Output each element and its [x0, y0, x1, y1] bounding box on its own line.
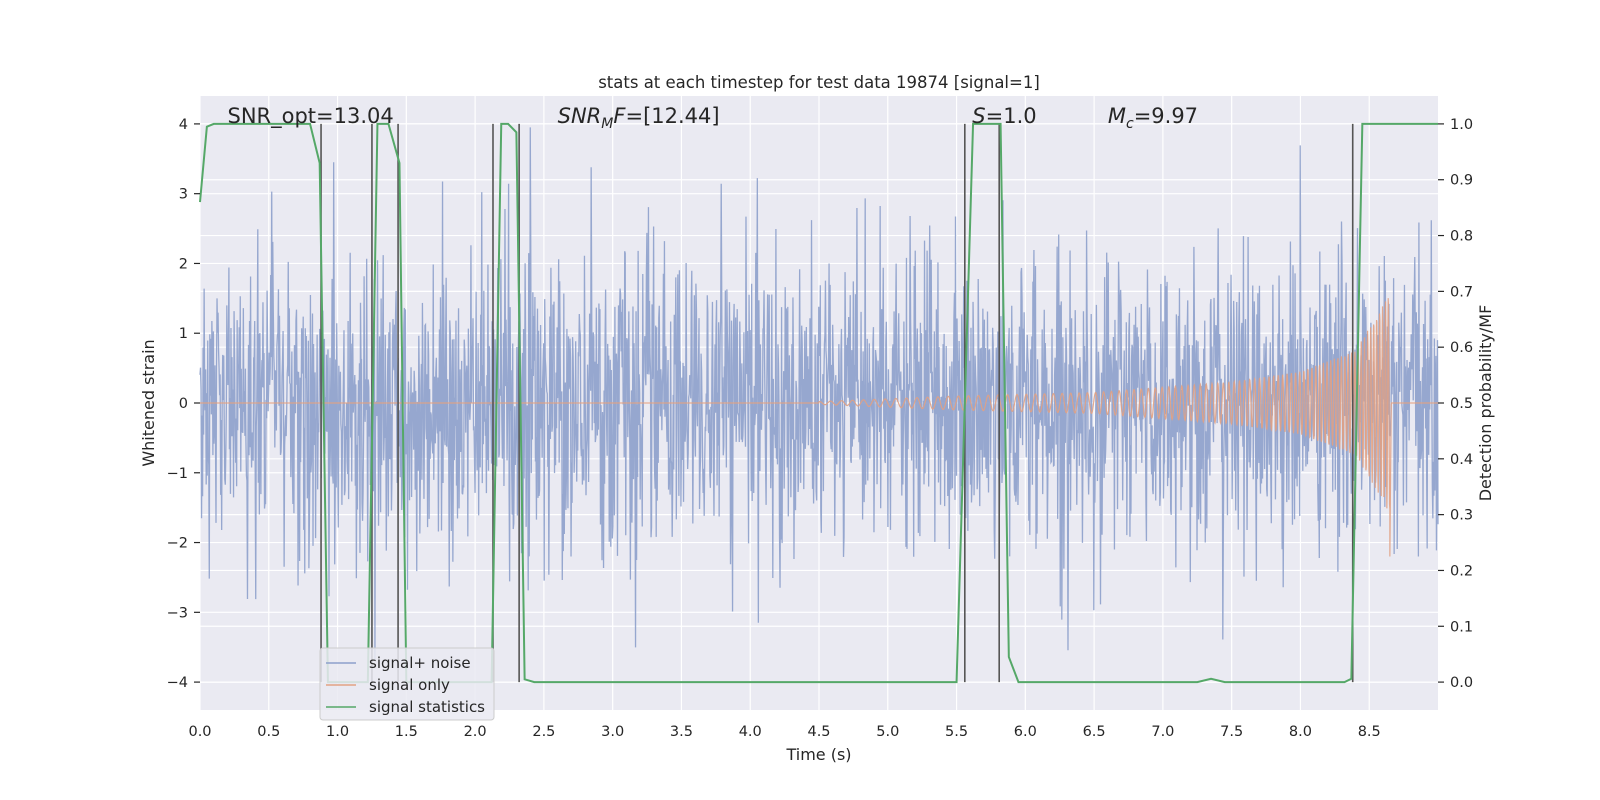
- x-tick-label: 8.0: [1289, 724, 1312, 740]
- x-tick-label: 5.0: [876, 724, 899, 740]
- y-left-tick-label: 1: [179, 326, 188, 342]
- data-series: [199, 127, 1439, 661]
- y-right-tick-label: 0.2: [1450, 563, 1473, 579]
- legend: signal+ noise signal only signal statist…: [319, 647, 495, 721]
- annotations: SNR_opt=13.04 SNRMF=[12.44] S=1.0 Mc=9.97: [228, 104, 1199, 132]
- chart-title: stats at each timestep for test data 198…: [598, 73, 1040, 92]
- y-right-tick-label: 0.6: [1450, 340, 1473, 356]
- y-axis-label-left: Whitened strain: [139, 339, 158, 466]
- y-left-tick-label: 2: [179, 256, 188, 272]
- legend-label-signal-only: signal only: [369, 676, 450, 694]
- y-right-tick-label: 0.4: [1450, 452, 1473, 468]
- x-tick-label: 3.0: [601, 724, 624, 740]
- x-tick-label: 6.0: [1014, 724, 1037, 740]
- x-tick-label: 7.5: [1220, 724, 1243, 740]
- y-right-tick-label: 0.3: [1450, 508, 1473, 524]
- y-right-tick-label: 1.0: [1450, 117, 1473, 133]
- x-tick-label: 0.0: [188, 724, 211, 740]
- legend-label-signal-statistics: signal statistics: [369, 698, 485, 716]
- y-left-tick-label: 0: [179, 396, 188, 412]
- x-tick-label: 1.5: [395, 724, 418, 740]
- y-left-tick-label: −3: [167, 605, 188, 621]
- signal-statistics-layer: [199, 122, 1438, 684]
- y-axis-label-right: Detection probability/MF: [1476, 305, 1495, 502]
- legend-item-signal-statistics: signal statistics: [326, 698, 485, 716]
- x-tick-label: 8.5: [1358, 724, 1381, 740]
- x-tick-label: 3.5: [670, 724, 693, 740]
- y-left-tick-label: −2: [167, 536, 188, 552]
- y-left-tick-label: −1: [167, 466, 188, 482]
- series-signal-only: [200, 298, 1438, 557]
- y-right-tick-label: 0.0: [1450, 675, 1473, 691]
- y-right-tick-label: 0.9: [1450, 173, 1473, 189]
- x-tick-label: 1.0: [326, 724, 349, 740]
- legend-label-signal-noise: signal+ noise: [369, 654, 471, 672]
- legend-item-signal-noise: signal+ noise: [326, 654, 471, 672]
- x-tick-label: 5.5: [945, 724, 968, 740]
- x-tick-label: 7.0: [1151, 724, 1174, 740]
- x-tick-label: 4.5: [807, 724, 830, 740]
- x-tick-label: 4.0: [739, 724, 762, 740]
- x-axis-label: Time (s): [785, 745, 851, 764]
- annotation-mc: Mc=9.97: [1108, 104, 1198, 132]
- series-signal-noise: [199, 127, 1439, 661]
- y-left-tick-label: −4: [167, 675, 188, 691]
- legend-item-signal-only: signal only: [326, 676, 450, 694]
- x-tick-label: 6.5: [1083, 724, 1106, 740]
- y-right-tick-label: 0.1: [1450, 619, 1473, 635]
- y-left-tick-label: 3: [179, 187, 188, 203]
- y-right-tick-label: 0.8: [1450, 229, 1473, 245]
- x-tick-label: 2.5: [532, 724, 555, 740]
- annotation-snr-mf: SNRMF=[12.44]: [558, 104, 720, 132]
- series-signal-statistics: [199, 122, 1438, 684]
- x-tick-label: 2.0: [464, 724, 487, 740]
- y-left-tick-label: 4: [179, 117, 188, 133]
- annotation-snr-opt: SNR_opt=13.04: [228, 104, 394, 129]
- y-right-tick-label: 0.5: [1450, 396, 1473, 412]
- y-right-tick-label: 0.7: [1450, 284, 1473, 300]
- annotation-s: S=1.0: [972, 104, 1036, 128]
- legend-box: [319, 647, 495, 721]
- tick-labels: 0.0 0.5 1.0 1.5 2.0 2.5 3.0 3.5 4.0 4.5 5.0 5.5 6.0 6…: [167, 117, 1473, 740]
- x-tick-label: 0.5: [257, 724, 280, 740]
